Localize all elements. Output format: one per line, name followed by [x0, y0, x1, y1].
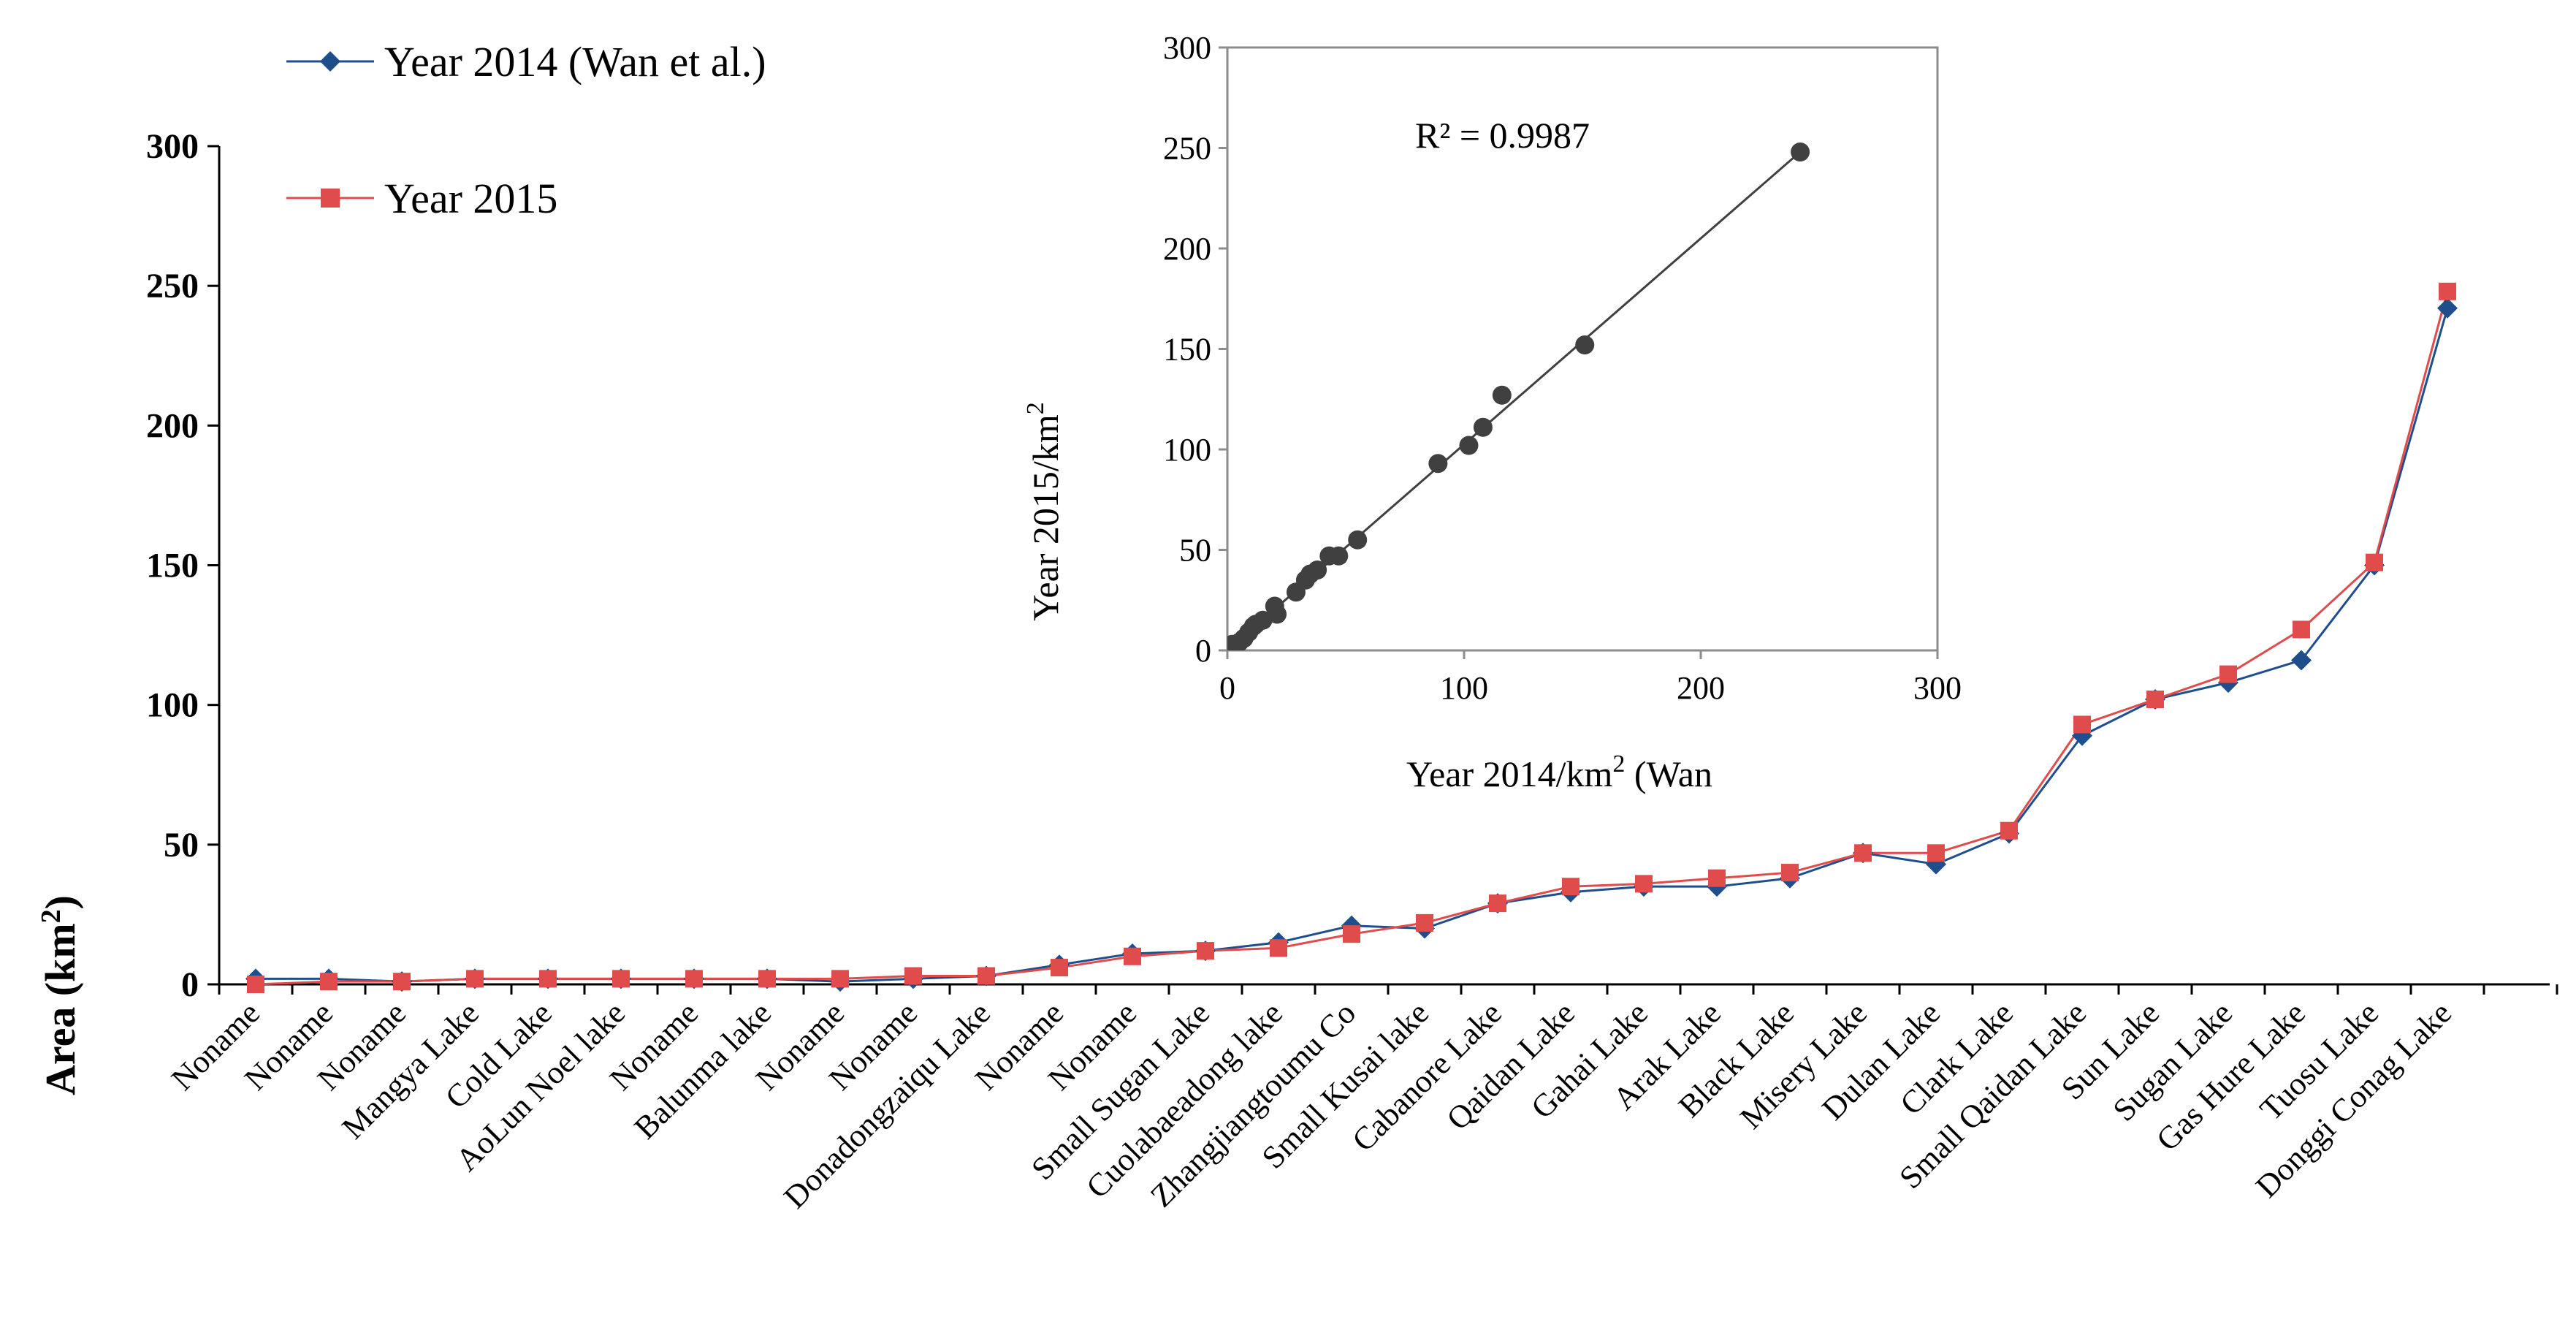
data-point-2015 [2146, 691, 2164, 709]
inset-y-tick-label: 100 [1163, 432, 1211, 468]
main-y-ticks: 0 50 100 150 200 250 300 [146, 127, 219, 1004]
inset-scatter-point [1428, 454, 1448, 474]
inset-scatter-point [1492, 385, 1512, 405]
inset-x-axis-title: Year 2014/km2 (Wan [1406, 750, 1712, 794]
main-y-tick-label: 200 [146, 406, 199, 445]
main-y-tick-label: 100 [146, 686, 199, 725]
data-point-2015 [612, 970, 630, 988]
inset-scatter-point [1575, 335, 1595, 354]
inset-scatter-point [1348, 530, 1368, 550]
inset-scatter-point [1253, 610, 1273, 630]
inset-x-tick-label: 100 [1440, 670, 1488, 706]
inset-scatter-point [1791, 142, 1810, 162]
data-point-2015 [1124, 947, 1141, 965]
legend: Year 2014 (Wan et al.) Year 2015 [286, 38, 766, 222]
legend-marker-2014 [320, 51, 340, 72]
data-point-2015 [1270, 939, 1287, 957]
data-point-2015 [1854, 844, 1872, 862]
data-point-2015 [2293, 620, 2310, 639]
data-point-2015 [978, 967, 995, 985]
data-point-2015 [2439, 282, 2456, 300]
data-point-2015 [393, 973, 411, 991]
inset-y-tick-label: 250 [1163, 131, 1211, 167]
data-point-2015 [1416, 913, 1433, 932]
inset-r2-annotation: R² = 0.9987 [1415, 115, 1590, 156]
main-y-axis-title: Area (km2) [36, 895, 84, 1095]
data-point-2015 [2073, 715, 2091, 734]
data-point-2015 [758, 970, 776, 988]
data-point-2015 [2000, 821, 2018, 840]
data-point-2015 [2366, 553, 2383, 571]
data-point-2015 [1197, 942, 1214, 960]
main-y-tick-label: 150 [146, 547, 199, 585]
inset-ticks: 0 50 100 150 200 250 300 0 100 200 300 [1163, 30, 1962, 706]
legend-label-2014: Year 2014 (Wan et al.) [384, 38, 766, 86]
main-y-tick-label: 300 [146, 127, 199, 166]
data-point-2015 [247, 976, 264, 993]
inset-scatter-point [1308, 560, 1327, 580]
data-point-2015 [1489, 894, 1506, 913]
data-point-2015 [1927, 844, 1945, 862]
inset-plot [1227, 142, 1810, 650]
legend-marker-2015 [321, 189, 340, 208]
inset-x-tick-label: 300 [1913, 670, 1962, 706]
data-point-2014 [2291, 650, 2312, 671]
data-point-2015 [320, 973, 338, 991]
data-point-2015 [685, 970, 703, 988]
inset-y-axis-title: Year 2015/km2 [1022, 402, 1066, 620]
data-point-2015 [904, 967, 922, 985]
inset-scatter-point [1459, 436, 1479, 455]
data-point-2015 [2219, 665, 2237, 683]
inset-y-tick-label: 150 [1163, 332, 1211, 368]
data-point-2015 [831, 970, 849, 988]
data-point-2015 [466, 970, 484, 988]
inset-scatter-point [1329, 546, 1349, 566]
data-point-2015 [1562, 878, 1579, 896]
inset-y-tick-label: 0 [1195, 633, 1211, 669]
data-point-2015 [1051, 959, 1068, 977]
legend-label-2015: Year 2015 [384, 175, 557, 222]
inset-y-tick-label: 300 [1163, 30, 1211, 66]
inset-y-tick-label: 200 [1163, 231, 1211, 267]
inset-y-tick-label: 50 [1179, 533, 1211, 569]
inset-scatter-point [1473, 417, 1493, 437]
main-y-tick-label: 50 [164, 826, 199, 864]
data-point-2014 [2437, 297, 2458, 319]
inset-x-tick-label: 200 [1677, 670, 1725, 706]
data-point-2015 [539, 970, 557, 988]
data-point-2015 [1708, 869, 1726, 887]
data-point-2015 [1343, 925, 1360, 943]
data-point-2015 [1781, 864, 1799, 882]
inset-scatter-point [1268, 604, 1287, 624]
inset-x-tick-label: 0 [1219, 670, 1235, 706]
data-point-2015 [1635, 875, 1653, 893]
main-series [245, 282, 2458, 993]
main-y-tick-label: 0 [181, 965, 199, 1004]
main-y-tick-label: 250 [146, 267, 199, 305]
